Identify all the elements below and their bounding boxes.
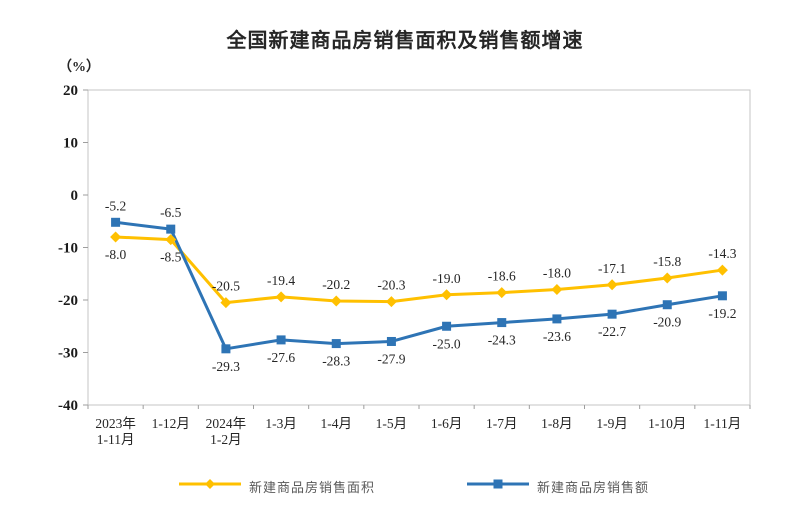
data-point-label: -19.2 xyxy=(708,306,736,321)
data-point-marker-square xyxy=(717,291,727,301)
data-point-marker-diamond xyxy=(165,234,177,246)
plot-area xyxy=(87,89,751,406)
data-point-label: -24.3 xyxy=(488,333,516,348)
x-axis-category-label: 1-12月 xyxy=(152,416,190,431)
data-point-label: -15.8 xyxy=(653,254,681,269)
data-point-marker-diamond xyxy=(385,296,397,308)
data-point-marker-square xyxy=(276,335,286,345)
data-point-marker-square xyxy=(166,224,176,234)
data-point-label: -5.2 xyxy=(105,198,126,213)
series-line xyxy=(114,235,724,305)
y-axis-tick-label: 0 xyxy=(71,188,79,204)
data-point-label: -14.3 xyxy=(708,246,736,261)
legend-item-sales-area: 新建商品房销售面积 xyxy=(178,477,375,496)
data-point-marker-diamond xyxy=(716,264,728,276)
data-point-marker-square xyxy=(331,339,341,349)
data-point-label: -19.0 xyxy=(433,271,461,286)
line-chart: -40 -30 -20 -10 0 10 20 2023年 1-11月 1-12月 2024年 1-2… xyxy=(58,83,751,447)
data-point-label: -28.3 xyxy=(322,354,350,369)
data-point-marker-diamond xyxy=(110,231,122,243)
data-point-marker-diamond xyxy=(661,272,673,284)
x-axis-category-label: 2023年 1-11月 xyxy=(95,416,136,447)
y-axis-tick-label: -20 xyxy=(58,293,78,309)
data-point-marker-square xyxy=(386,336,396,346)
data-point-label: -17.1 xyxy=(598,261,626,276)
chart-title: 全国新建商品房销售面积及销售额增速 xyxy=(226,30,584,52)
x-axis-category-label: 1-3月 xyxy=(265,416,297,431)
x-axis-category-label: 1-5月 xyxy=(376,416,408,431)
series-line xyxy=(114,220,724,351)
data-point-label: -20.2 xyxy=(322,277,350,292)
data-point-marker-diamond xyxy=(220,297,232,309)
data-point-marker-square xyxy=(607,309,617,319)
x-axis-category-label: 1-7月 xyxy=(486,416,518,431)
data-point-label: -8.0 xyxy=(105,247,127,262)
data-point-marker-diamond xyxy=(606,279,618,291)
sales-area-line-swatch-icon xyxy=(178,477,241,496)
y-axis-tick-label: -40 xyxy=(58,398,78,414)
data-point-label: -22.7 xyxy=(598,324,626,339)
data-point-label: -29.3 xyxy=(212,359,240,374)
data-point-marker-diamond xyxy=(441,289,453,301)
data-point-label: -19.4 xyxy=(267,273,295,288)
x-axis-category-label: 2024年 1-2月 xyxy=(206,416,247,447)
x-axis-category-label: 1-8月 xyxy=(541,416,573,431)
data-point-label: -8.5 xyxy=(160,250,182,265)
y-axis-tick-label: 10 xyxy=(63,136,78,152)
x-axis-category-label: 1-9月 xyxy=(596,416,628,431)
data-point-marker-diamond xyxy=(275,291,287,303)
x-axis-category-label: 1-4月 xyxy=(321,416,353,431)
data-point-marker-square xyxy=(442,321,452,331)
data-point-label: -27.9 xyxy=(377,351,405,366)
sales-amount-line-swatch-icon xyxy=(467,477,529,496)
data-point-marker-square xyxy=(221,344,231,354)
legend-item-sales-amount: 新建商品房销售额 xyxy=(467,477,649,496)
data-point-marker-diamond xyxy=(551,284,563,295)
data-point-label: -18.6 xyxy=(488,269,516,284)
data-point-label: -27.6 xyxy=(267,350,295,365)
data-point-label: -18.0 xyxy=(543,266,571,281)
legend-label-sales-area: 新建商品房销售面积 xyxy=(248,480,375,495)
y-axis-tick-label: -10 xyxy=(58,241,78,257)
data-point-marker-square xyxy=(662,300,672,310)
y-axis-tick-label: -30 xyxy=(58,346,78,362)
data-point-label: -20.9 xyxy=(653,315,681,330)
x-axis-category-label: 1-11月 xyxy=(704,416,742,431)
data-point-label: -20.3 xyxy=(377,278,405,293)
data-point-marker-square xyxy=(111,217,121,227)
legend: 新建商品房销售面积 新建商品房销售额 xyxy=(0,477,800,496)
data-point-label: -20.5 xyxy=(212,279,240,294)
data-point-label: -23.6 xyxy=(543,329,571,344)
data-point-marker-diamond xyxy=(496,287,508,299)
y-axis-tick-label: 20 xyxy=(63,83,78,99)
data-point-label: -6.5 xyxy=(160,205,182,220)
x-axis-category-label: 1-10月 xyxy=(648,416,686,431)
x-axis-category-label: 1-6月 xyxy=(431,416,463,431)
y-axis-unit-label: （%） xyxy=(58,60,100,75)
data-point-marker-square xyxy=(552,314,562,324)
legend-label-sales-amount: 新建商品房销售额 xyxy=(537,480,650,495)
data-point-marker-diamond xyxy=(330,295,342,307)
data-point-label: -25.0 xyxy=(433,336,461,351)
data-point-marker-square xyxy=(497,318,507,328)
